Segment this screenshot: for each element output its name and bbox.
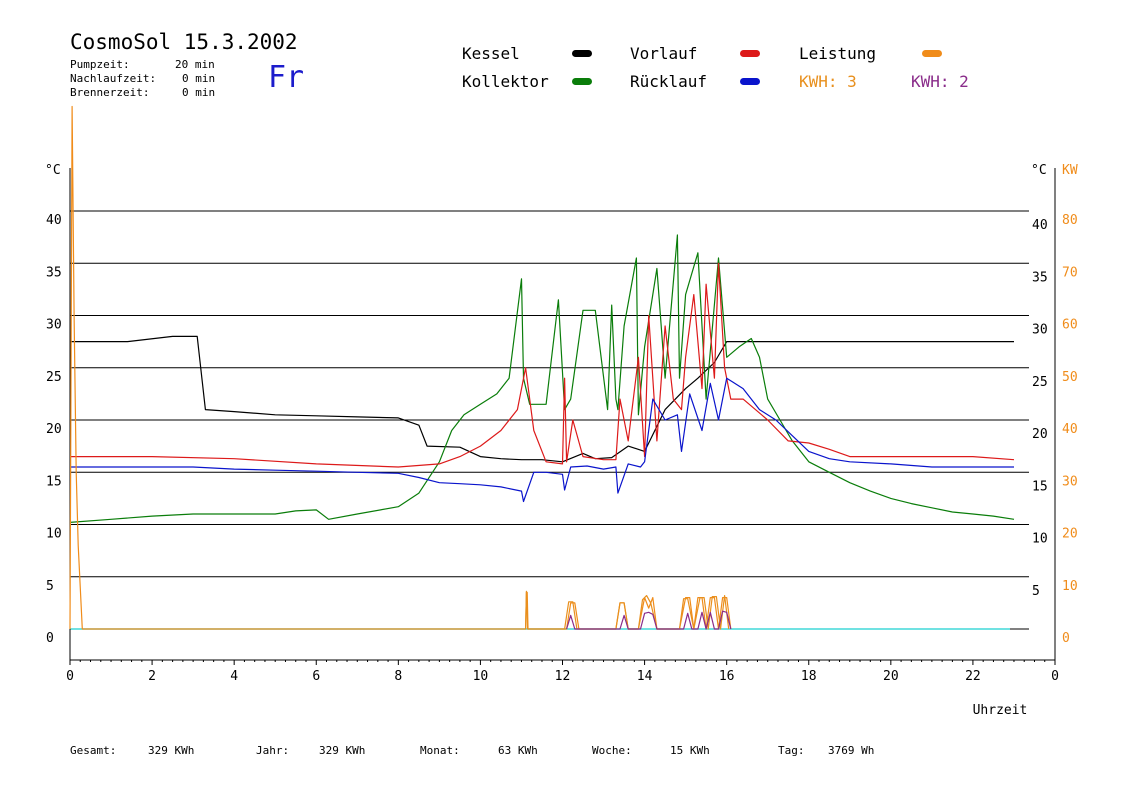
x-tick-label: 14 — [637, 669, 653, 684]
y-tick-label-right: 30 — [1032, 323, 1048, 338]
footer-gesamt-value: 329 KWh — [148, 744, 195, 757]
y-tick-label-right: 15 — [1032, 479, 1048, 494]
x-tick-label: 10 — [473, 669, 489, 684]
legend-kollektor-swatch — [572, 78, 592, 85]
nachlaufzeit-label: Nachlaufzeit: — [70, 72, 157, 85]
legend-vorlauf-swatch — [740, 50, 760, 57]
x-tick-label: 4 — [230, 669, 238, 684]
chart-title: CosmoSol 15.3.2002 — [70, 30, 298, 54]
legend-kessel-swatch — [572, 50, 592, 57]
x-tick-label: 22 — [965, 669, 981, 684]
x-tick-label: 0 — [1051, 669, 1059, 684]
y-tick-label-kw: 80 — [1062, 213, 1078, 228]
series-line-ruecklauf — [70, 377, 1014, 503]
footer-tag-value: 3769 Wh — [828, 744, 875, 757]
y-tick-label-left: 35 — [46, 265, 62, 280]
legend-leistung-swatch — [922, 50, 942, 57]
y-tick-label-right: 40 — [1032, 218, 1048, 233]
legend-kessel-label: Kessel — [462, 44, 520, 63]
legend-ruecklauf-label: Rücklauf — [630, 72, 708, 91]
series-line-kollektor — [69, 234, 1015, 523]
y-tick-label-left: 10 — [46, 527, 62, 542]
y-tick-label-right: 5 — [1032, 584, 1040, 599]
footer-woche-value: 15 KWh — [670, 744, 710, 757]
series-line-vorlauf — [70, 262, 1015, 468]
legend-kwh2-label: KWH: 2 — [911, 72, 969, 91]
footer-jahr-label: Jahr: — [256, 744, 290, 757]
y-tick-label-left: 5 — [46, 579, 54, 594]
footer-jahr-value: 329 KWh — [319, 744, 366, 757]
pumpzeit-value: 20 min — [175, 58, 215, 71]
y-tick-label-kw: 70 — [1062, 265, 1078, 280]
legend-leistung-label: Leistung — [799, 44, 877, 63]
y-tick-label-left: 0 — [46, 631, 54, 646]
y-tick-label-left: 40 — [46, 213, 62, 228]
y-tick-label-kw: 60 — [1062, 318, 1078, 333]
footer-gesamt-label: Gesamt: — [70, 744, 117, 757]
y-tick-label-right: 25 — [1032, 375, 1048, 390]
footer-woche-label: Woche: — [592, 744, 632, 757]
y-axis-label-kw: KW — [1062, 163, 1078, 178]
y-tick-label-right: 20 — [1032, 427, 1048, 442]
x-tick-label: 0 — [66, 669, 74, 684]
y-tick-label-left: 25 — [46, 370, 62, 385]
brennerzeit-value: 0 min — [182, 86, 216, 99]
x-tick-label: 12 — [555, 669, 571, 684]
x-tick-label: 6 — [312, 669, 320, 684]
legend-ruecklauf-swatch — [740, 78, 760, 85]
y-tick-label-right: 35 — [1032, 270, 1048, 285]
legend-vorlauf-label: Vorlauf — [630, 44, 698, 63]
y-tick-label-right: 10 — [1032, 532, 1048, 547]
x-tick-label: 16 — [719, 669, 735, 684]
footer-monat-value: 63 KWh — [498, 744, 538, 757]
y-tick-label-left: 15 — [46, 474, 62, 489]
pumpzeit-label: Pumpzeit: — [70, 58, 130, 71]
series-line-kwh2 — [566, 610, 732, 630]
y-tick-label-kw: 0 — [1062, 631, 1070, 646]
x-tick-label: 18 — [801, 669, 817, 684]
y-tick-label-kw: 20 — [1062, 527, 1078, 542]
x-tick-label: 2 — [148, 669, 156, 684]
legend-kollektor-label: Kollektor — [462, 72, 549, 91]
brennerzeit-label: Brennerzeit: — [70, 86, 150, 99]
series-line-kessel — [70, 335, 1014, 463]
y-tick-label-kw: 50 — [1062, 370, 1078, 385]
y-tick-label-left: 30 — [46, 318, 62, 333]
y-tick-label-kw: 30 — [1062, 474, 1078, 489]
x-axis-label: Uhrzeit — [973, 703, 1028, 718]
y-tick-label-left: 20 — [46, 422, 62, 437]
footer-monat-label: Monat: — [420, 744, 460, 757]
legend-kwh1-label: KWH: 3 — [799, 72, 857, 91]
x-tick-label: 20 — [883, 669, 899, 684]
y-tick-label-kw: 10 — [1062, 579, 1078, 594]
y-tick-label-kw: 40 — [1062, 422, 1078, 437]
y-axis-label-left: °C — [45, 163, 61, 178]
x-tick-label: 8 — [394, 669, 402, 684]
nachlaufzeit-value: 0 min — [182, 72, 216, 85]
y-axis-label-right: °C — [1031, 163, 1047, 178]
weekday-label: Fr — [268, 60, 305, 95]
footer-tag-label: Tag: — [778, 744, 805, 757]
